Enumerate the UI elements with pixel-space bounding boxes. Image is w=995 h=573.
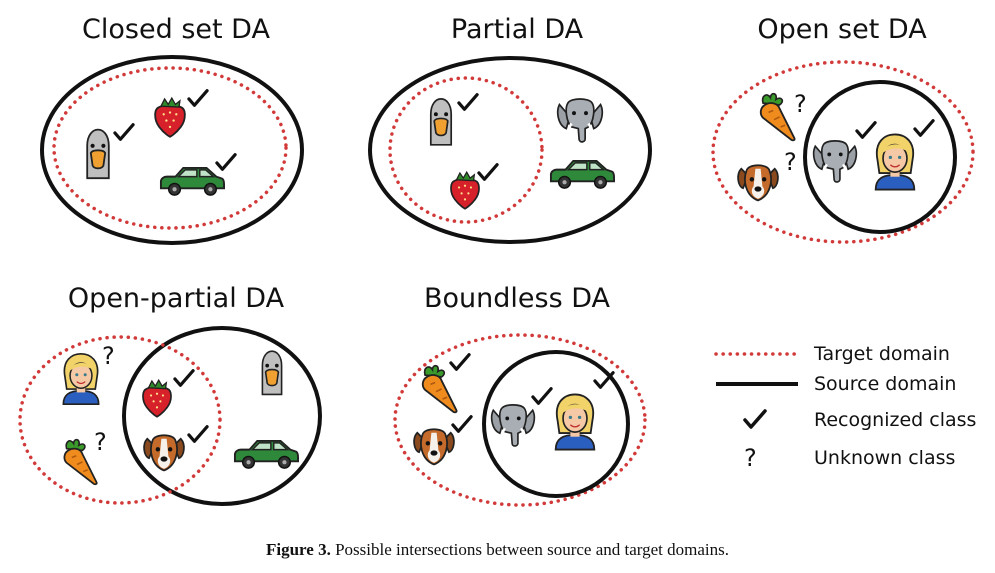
- caption-label: Figure 3.: [265, 540, 331, 559]
- duck-icon: [86, 128, 110, 180]
- elephant-icon: [490, 403, 536, 448]
- checkmark-icon: [457, 93, 479, 111]
- checkmark-icon: [173, 369, 195, 387]
- carrot-icon: [63, 438, 98, 486]
- legend-recognized-label: Recognized class: [814, 409, 976, 431]
- strawberry-icon: [450, 171, 480, 210]
- car-icon: [549, 159, 616, 190]
- panel-boundless: Boundless DA: [393, 283, 647, 507]
- duck-icon: [429, 98, 453, 146]
- checkmark-icon: [855, 121, 877, 139]
- checkmark-icon: [913, 119, 935, 137]
- panel-title: Open-partial DA: [68, 283, 285, 314]
- checkmark-icon: [477, 163, 499, 181]
- strawberry-icon: [154, 97, 186, 138]
- panel-open-set: Open set DA ? ?: [711, 14, 975, 244]
- legend-source-label: Source domain: [814, 373, 956, 395]
- elephant-icon: [812, 139, 858, 184]
- panel-open-partial: Open-partial DA ? ?: [18, 283, 322, 506]
- checkmark-icon: [113, 123, 135, 141]
- legend: Target domain Source domain Recognized c…: [714, 343, 976, 472]
- checkmark-icon: [593, 371, 615, 389]
- checkmark-icon: [531, 387, 553, 405]
- panel-partial: Partial DA: [368, 14, 652, 244]
- source-domain-ellipse: [40, 55, 304, 245]
- figure-caption: Figure 3. Possible intersections between…: [0, 540, 995, 560]
- car-icon: [233, 439, 300, 470]
- panel-title: Boundless DA: [424, 283, 611, 314]
- checkmark-icon: [451, 415, 473, 433]
- woman-icon: [62, 352, 100, 406]
- target-domain-ellipse: [52, 66, 288, 230]
- source-domain-ellipse: [122, 326, 322, 506]
- target-domain-ellipse: [388, 76, 544, 224]
- target-domain-ellipse: [711, 60, 975, 244]
- woman-icon: [874, 133, 916, 191]
- question-mark-icon: ?: [744, 444, 757, 472]
- elephant-icon: [556, 97, 604, 144]
- woman-icon: [554, 393, 596, 451]
- unknown-mark: ?: [94, 428, 107, 456]
- carrot-icon: [421, 364, 458, 414]
- checkmark-icon: [449, 353, 471, 371]
- target-domain-ellipse: [393, 333, 647, 507]
- panel-title: Partial DA: [451, 14, 584, 45]
- legend-unknown-label: Unknown class: [814, 447, 955, 469]
- duck-icon: [261, 350, 283, 396]
- unknown-mark: ?: [794, 90, 807, 118]
- checkmark-icon: [215, 153, 237, 171]
- source-domain-ellipse: [368, 56, 652, 244]
- car-icon: [159, 166, 226, 197]
- source-domain-circle: [482, 350, 630, 498]
- dog-icon: [143, 434, 185, 472]
- checkmark-icon: [743, 409, 767, 429]
- strawberry-icon: [142, 379, 172, 418]
- panel-closed-set: Closed set DA: [40, 14, 304, 245]
- panel-title: Closed set DA: [82, 14, 270, 45]
- source-domain-circle: [803, 80, 957, 234]
- panel-title: Open set DA: [757, 14, 927, 45]
- checkmark-icon: [187, 89, 209, 107]
- checkmark-icon: [187, 425, 209, 443]
- dog-icon: [413, 428, 455, 466]
- caption-text: Possible intersections between source an…: [335, 540, 729, 559]
- dog-icon: [737, 164, 779, 202]
- unknown-mark: ?: [102, 342, 115, 370]
- target-domain-ellipse: [18, 335, 222, 505]
- unknown-mark: ?: [784, 148, 797, 176]
- carrot-icon: [759, 92, 796, 142]
- legend-target-label: Target domain: [813, 343, 950, 365]
